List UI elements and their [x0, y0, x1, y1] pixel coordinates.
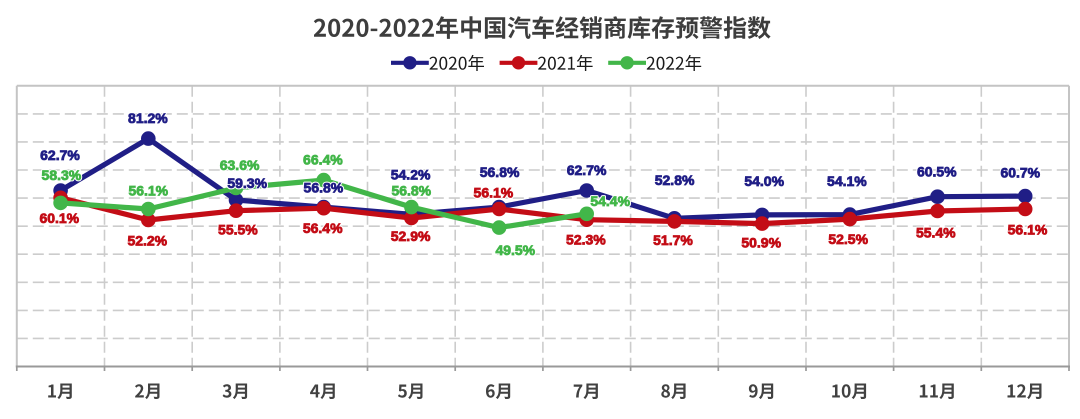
svg-text:50.9%: 50.9% — [741, 235, 781, 251]
svg-text:60.1%: 60.1% — [39, 210, 79, 226]
svg-text:62.7%: 62.7% — [567, 162, 607, 178]
svg-text:55.4%: 55.4% — [916, 224, 956, 240]
svg-text:58.3%: 58.3% — [42, 167, 82, 183]
svg-text:54.4%: 54.4% — [590, 193, 630, 209]
svg-text:56.8%: 56.8% — [480, 164, 520, 180]
svg-text:56.1%: 56.1% — [474, 185, 514, 201]
svg-text:52.5%: 52.5% — [828, 231, 868, 247]
svg-text:81.2%: 81.2% — [128, 110, 168, 126]
svg-text:52.2%: 52.2% — [127, 233, 167, 249]
svg-text:56.1%: 56.1% — [474, 185, 514, 201]
svg-text:52.3%: 52.3% — [566, 232, 606, 248]
svg-text:54.1%: 54.1% — [827, 173, 867, 189]
svg-text:52.8%: 52.8% — [655, 172, 695, 188]
svg-text:56.1%: 56.1% — [1008, 222, 1048, 238]
svg-text:62.7%: 62.7% — [40, 147, 80, 163]
svg-text:58.3%: 58.3% — [42, 167, 82, 183]
svg-text:54.2%: 54.2% — [391, 167, 431, 183]
svg-text:56.1%: 56.1% — [1008, 222, 1048, 238]
svg-text:56.1%: 56.1% — [128, 182, 168, 198]
svg-text:60.1%: 60.1% — [39, 210, 79, 226]
svg-text:56.4%: 56.4% — [303, 220, 343, 236]
svg-text:55.4%: 55.4% — [916, 224, 956, 240]
svg-text:52.3%: 52.3% — [566, 232, 606, 248]
svg-text:54.2%: 54.2% — [391, 167, 431, 183]
svg-text:56.8%: 56.8% — [304, 179, 344, 195]
svg-text:60.5%: 60.5% — [917, 163, 957, 179]
svg-text:54.1%: 54.1% — [827, 173, 867, 189]
svg-text:52.5%: 52.5% — [828, 231, 868, 247]
svg-text:59.3%: 59.3% — [227, 175, 267, 191]
svg-text:52.9%: 52.9% — [391, 228, 431, 244]
svg-text:62.7%: 62.7% — [40, 147, 80, 163]
svg-text:60.5%: 60.5% — [917, 163, 957, 179]
svg-text:49.5%: 49.5% — [495, 242, 535, 258]
svg-text:52.8%: 52.8% — [655, 172, 695, 188]
svg-text:60.7%: 60.7% — [1000, 165, 1040, 181]
svg-text:62.7%: 62.7% — [567, 162, 607, 178]
svg-text:63.6%: 63.6% — [220, 157, 260, 173]
svg-text:51.7%: 51.7% — [653, 232, 693, 248]
svg-text:56.4%: 56.4% — [303, 220, 343, 236]
svg-text:56.8%: 56.8% — [391, 182, 431, 198]
svg-text:49.5%: 49.5% — [495, 242, 535, 258]
svg-text:66.4%: 66.4% — [303, 151, 343, 167]
svg-text:56.8%: 56.8% — [480, 164, 520, 180]
svg-text:54.0%: 54.0% — [744, 173, 784, 189]
svg-text:54.4%: 54.4% — [590, 193, 630, 209]
svg-text:51.7%: 51.7% — [653, 232, 693, 248]
svg-text:56.8%: 56.8% — [391, 182, 431, 198]
svg-text:55.5%: 55.5% — [218, 222, 258, 238]
svg-text:55.5%: 55.5% — [218, 222, 258, 238]
svg-text:63.6%: 63.6% — [220, 157, 260, 173]
svg-text:56.1%: 56.1% — [128, 182, 168, 198]
svg-text:54.0%: 54.0% — [744, 173, 784, 189]
svg-text:50.9%: 50.9% — [741, 235, 781, 251]
svg-text:60.7%: 60.7% — [1000, 165, 1040, 181]
svg-text:59.3%: 59.3% — [227, 175, 267, 191]
svg-text:56.8%: 56.8% — [304, 179, 344, 195]
svg-text:81.2%: 81.2% — [128, 110, 168, 126]
svg-text:52.9%: 52.9% — [391, 228, 431, 244]
svg-text:66.4%: 66.4% — [303, 151, 343, 167]
svg-text:52.2%: 52.2% — [127, 233, 167, 249]
